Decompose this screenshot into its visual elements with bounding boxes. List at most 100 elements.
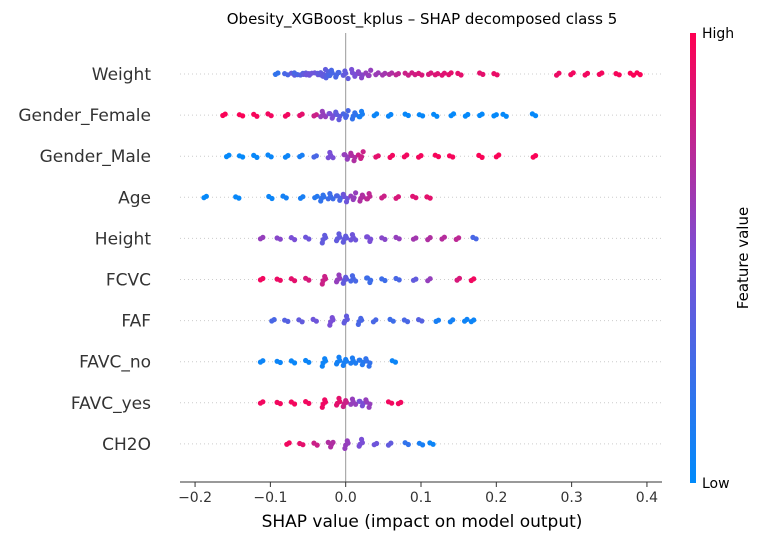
shap-point — [366, 363, 372, 369]
colorbar-label: Feature value — [734, 207, 752, 309]
shap-point — [413, 235, 419, 241]
shap-point — [333, 361, 340, 367]
shap-point — [450, 317, 456, 323]
shap-point — [285, 111, 291, 118]
shap-point — [233, 194, 239, 200]
shap-point — [336, 272, 342, 278]
shap-point — [336, 117, 342, 123]
shap-point — [613, 71, 619, 77]
shap-point — [416, 70, 422, 76]
shap-point — [353, 360, 359, 366]
colorbar-low-label: Low — [702, 476, 730, 492]
shap-point — [222, 111, 228, 117]
shap-point — [322, 273, 328, 280]
shap-point — [326, 72, 332, 79]
shap-point — [359, 403, 365, 409]
shap-point — [381, 193, 387, 199]
shap-point — [393, 234, 399, 240]
shap-point — [288, 235, 294, 241]
shap-point — [393, 275, 399, 282]
x-tick-label: 0.4 — [636, 490, 658, 506]
shap-point — [333, 402, 340, 408]
shap-point — [424, 194, 430, 200]
shap-point — [274, 235, 280, 241]
feature-label: Gender_Male — [40, 147, 151, 167]
shap-point — [428, 70, 434, 76]
shap-point — [300, 194, 306, 200]
shap-point — [344, 156, 350, 162]
shap-point — [357, 198, 363, 204]
shap-point — [319, 363, 325, 369]
shap-point — [285, 153, 291, 159]
shap-point — [360, 149, 366, 155]
shap-point — [470, 234, 476, 240]
shap-point — [341, 320, 347, 326]
shap-point — [356, 398, 362, 404]
shap-point — [288, 399, 294, 405]
shap-point — [274, 358, 280, 364]
shap-point — [435, 317, 442, 323]
shap-point — [303, 234, 309, 240]
shap-point — [446, 153, 453, 159]
chart-title: Obesity_XGBoost_kplus – SHAP decomposed … — [227, 10, 618, 29]
shap-point — [359, 362, 365, 368]
shap-point — [343, 233, 349, 239]
shap-point — [333, 238, 340, 244]
shap-point — [319, 404, 325, 410]
shap-point — [395, 194, 402, 200]
shap-point — [435, 71, 441, 77]
shap-point — [382, 70, 388, 76]
feature-label: CH2O — [102, 435, 151, 455]
shap-point — [352, 110, 358, 116]
shap-point — [314, 193, 320, 199]
shap-point — [340, 280, 346, 286]
shap-point — [368, 67, 374, 73]
shap-point — [260, 234, 266, 240]
shap-point — [328, 67, 335, 73]
shap-point — [320, 192, 326, 198]
shap-point — [389, 70, 395, 76]
shap-point — [349, 232, 356, 238]
shap-point — [340, 362, 346, 369]
shap-point — [340, 239, 346, 245]
shap-point — [313, 153, 319, 159]
shap-point — [340, 191, 346, 197]
shap-point — [366, 190, 372, 197]
shap-point — [265, 152, 271, 158]
shap-point — [351, 158, 357, 164]
colorbar-high-label: High — [702, 26, 734, 42]
shap-point — [303, 399, 309, 405]
shap-point — [410, 193, 416, 199]
shap-point — [296, 317, 302, 323]
shap-point — [374, 440, 380, 447]
shap-point — [493, 112, 499, 118]
shap-point — [319, 108, 325, 114]
shap-point — [365, 72, 371, 79]
feature-label: Gender_Female — [18, 106, 151, 126]
shap-point — [322, 356, 328, 362]
shap-point — [265, 111, 271, 117]
shap-point — [570, 70, 576, 76]
shap-point — [416, 440, 422, 446]
shap-point — [349, 355, 356, 361]
shap-point — [333, 193, 340, 199]
shap-point — [345, 75, 351, 82]
shap-point — [375, 153, 381, 159]
shap-point — [329, 115, 335, 121]
shap-point — [431, 111, 437, 117]
shap-point — [266, 193, 272, 200]
shap-point — [329, 315, 335, 321]
shap-point — [322, 232, 328, 238]
shap-point — [297, 440, 303, 447]
shap-point — [353, 401, 359, 407]
shap-point — [343, 313, 350, 319]
shap-point — [367, 238, 373, 244]
x-tick-label: 0.3 — [560, 490, 582, 506]
shap-point — [310, 316, 316, 322]
shap-point — [379, 276, 385, 282]
shap-point — [358, 436, 365, 442]
shap-point — [337, 197, 343, 203]
shap-point — [342, 445, 348, 451]
shap-point — [402, 70, 408, 76]
shap-point — [282, 317, 288, 323]
